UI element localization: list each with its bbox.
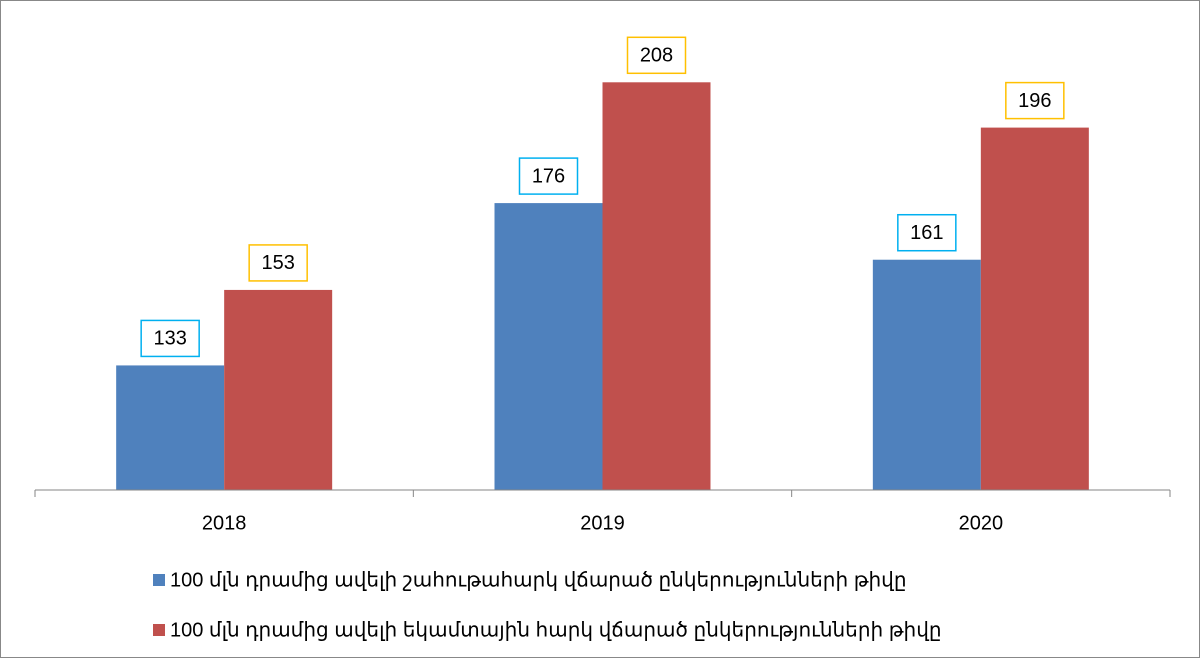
legend-swatch — [153, 624, 165, 636]
bar — [224, 289, 333, 490]
x-tick-label: 2018 — [202, 512, 247, 534]
data-label: 176 — [532, 165, 565, 187]
x-tick-label: 2019 — [580, 512, 625, 534]
bar — [494, 203, 603, 490]
data-label-box — [1005, 81, 1065, 120]
data-label-box — [248, 244, 308, 282]
data-label: 196 — [1018, 90, 1051, 112]
x-tick-label: 2020 — [959, 512, 1004, 534]
legend-swatch — [153, 574, 165, 586]
legend-label: 100 մլն դրամից ավելի շահութահարկ վճարած … — [170, 569, 907, 591]
bar — [872, 259, 981, 490]
data-label-box — [518, 157, 579, 195]
data-label: 208 — [640, 45, 673, 67]
data-label: 153 — [261, 252, 294, 274]
legend-label: 100 մլն դրամից ավելի եկամտային հարկ վճար… — [170, 619, 942, 641]
data-label-box — [140, 319, 200, 358]
bar — [116, 365, 225, 490]
bar — [980, 127, 1089, 490]
data-label-box — [897, 213, 957, 252]
data-label: 161 — [910, 222, 943, 244]
data-label: 133 — [153, 328, 186, 350]
data-label-box — [626, 36, 687, 75]
bar — [602, 82, 711, 491]
